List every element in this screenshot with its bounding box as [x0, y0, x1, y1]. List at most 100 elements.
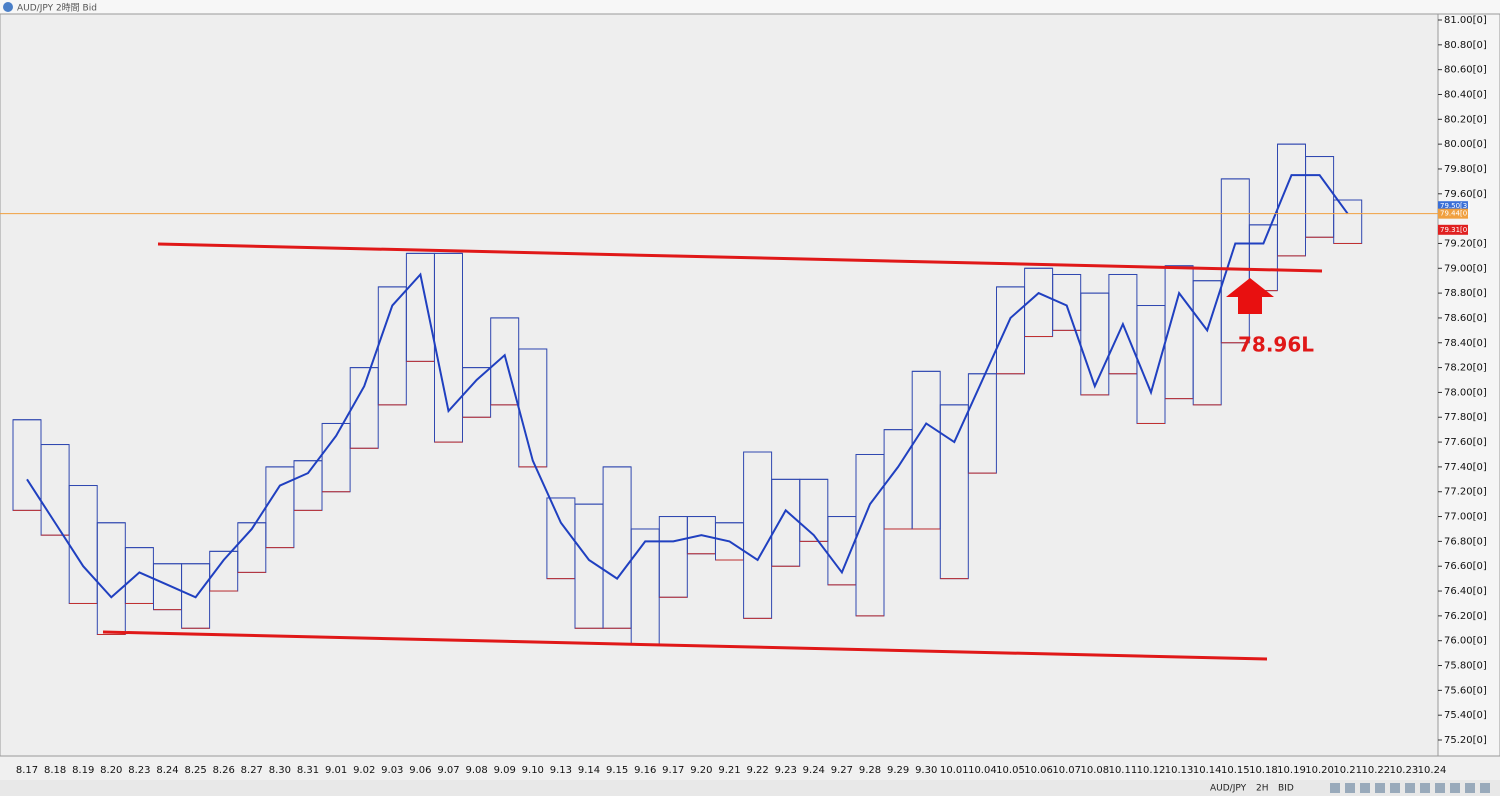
x-tick-label: 8.31 [297, 765, 319, 776]
x-tick-label: 9.07 [437, 765, 459, 776]
y-tick-label: 79.00[0] [1444, 263, 1487, 274]
side-selector[interactable]: BID [1278, 784, 1294, 794]
x-tick-label: 10.20 [1305, 765, 1334, 776]
timeframe-selector[interactable]: 2H [1256, 784, 1269, 794]
y-tick-label: 79.60[0] [1444, 189, 1487, 200]
y-tick-label: 80.80[0] [1444, 40, 1487, 51]
y-tick-label: 78.80[0] [1444, 288, 1487, 299]
x-tick-label: 9.28 [859, 765, 881, 776]
x-tick-label: 9.08 [465, 765, 487, 776]
x-tick-label: 10.15 [1221, 765, 1250, 776]
y-tick-label: 78.00[0] [1444, 387, 1487, 398]
x-tick-label: 10.24 [1418, 765, 1447, 776]
y-tick-label: 77.40[0] [1444, 462, 1487, 473]
price-line [26, 174, 1349, 599]
plot [12, 143, 1363, 645]
symbol-selector[interactable]: AUD/JPY [1210, 784, 1247, 794]
price-tag [1438, 201, 1468, 212]
y-tick-label: 79.80[0] [1444, 164, 1487, 175]
y-tick-label: 80.00[0] [1444, 139, 1487, 150]
x-tick-label: 10.14 [1193, 765, 1222, 776]
trend-line [157, 242, 1323, 273]
price-tag-label: 79.44[0] [1440, 210, 1470, 218]
x-tick-label: 8.19 [72, 765, 94, 776]
y-tick-label: 76.40[0] [1444, 586, 1487, 597]
x-tick-label: 10.04 [968, 765, 997, 776]
x-tick-label: 8.24 [156, 765, 178, 776]
y-tick-label: 77.80[0] [1444, 412, 1487, 423]
price-tag [1438, 208, 1468, 219]
x-tick-label: 9.21 [718, 765, 740, 776]
x-tick-label: 9.16 [634, 765, 656, 776]
x-tick-label: 8.23 [128, 765, 150, 776]
x-tick-label: 9.13 [550, 765, 572, 776]
price-tag [1438, 224, 1468, 235]
x-tick-label: 9.30 [915, 765, 937, 776]
app-icon [3, 2, 13, 12]
y-tick-label: 80.20[0] [1444, 114, 1487, 125]
x-tick-label: 9.17 [662, 765, 684, 776]
x-tick-label: 9.22 [746, 765, 768, 776]
x-tick-label: 10.11 [1109, 765, 1138, 776]
x-tick-label: 10.23 [1390, 765, 1419, 776]
y-tick-label: 76.20[0] [1444, 611, 1487, 622]
x-tick-label: 9.01 [325, 765, 347, 776]
x-tick-label: 9.10 [522, 765, 544, 776]
trend-line [102, 630, 1268, 661]
plot-area [0, 13, 1439, 757]
y-tick-label: 76.80[0] [1444, 536, 1487, 547]
x-tick-label: 10.21 [1333, 765, 1362, 776]
y-tick-label: 77.00[0] [1444, 512, 1487, 523]
title-bar [0, 0, 1500, 14]
x-tick-label: 10.01 [940, 765, 969, 776]
x-tick-label: 9.03 [381, 765, 403, 776]
x-tick-label: 9.14 [578, 765, 600, 776]
x-tick-label: 9.29 [887, 765, 909, 776]
y-tick-label: 77.60[0] [1444, 437, 1487, 448]
x-tick-label: 10.12 [1137, 765, 1166, 776]
y-tick-label: 78.40[0] [1444, 338, 1487, 349]
x-tick-label: 9.24 [803, 765, 825, 776]
y-tick-label: 79.20[0] [1444, 238, 1487, 249]
x-tick-label: 10.18 [1249, 765, 1278, 776]
x-tick-label: 9.06 [409, 765, 431, 776]
x-tick-label: 9.15 [606, 765, 628, 776]
x-tick-label: 8.30 [269, 765, 291, 776]
x-tick-label: 10.13 [1165, 765, 1194, 776]
x-tick-label: 10.07 [1052, 765, 1081, 776]
x-tick-label: 8.25 [184, 765, 206, 776]
toolbar-icons [1330, 783, 1490, 793]
y-tick-label: 77.20[0] [1444, 487, 1487, 498]
x-tick-label: 10.08 [1080, 765, 1109, 776]
y-tick-label: 76.00[0] [1444, 636, 1487, 647]
arrow [1226, 278, 1274, 314]
x-tick-label: 10.05 [996, 765, 1025, 776]
window-title: AUD/JPY 2時間 Bid [17, 3, 97, 14]
x-tick-label: 8.20 [100, 765, 122, 776]
x-tick-label: 10.22 [1361, 765, 1390, 776]
y-tick-label: 80.60[0] [1444, 65, 1487, 76]
x-tick-label: 9.09 [494, 765, 516, 776]
price-tag-label: 79.50[3] [1440, 202, 1470, 210]
y-tick-label: 78.60[0] [1444, 313, 1487, 324]
x-tick-label: 9.20 [690, 765, 712, 776]
y-tick-label: 76.60[0] [1444, 561, 1487, 572]
toolbar [0, 780, 1500, 796]
x-tick-label: 10.19 [1277, 765, 1306, 776]
y-tick-label: 75.40[0] [1444, 710, 1487, 721]
x-tick-label: 9.23 [775, 765, 797, 776]
price-tag-label: 79.31[0] [1440, 226, 1470, 234]
y-tick-label: 78.20[0] [1444, 363, 1487, 374]
x-tick-label: 8.18 [44, 765, 66, 776]
x-tick-label: 8.27 [241, 765, 263, 776]
y-tick-label: 75.80[0] [1444, 661, 1487, 672]
x-tick-label: 8.17 [16, 765, 38, 776]
x-tick-label: 9.27 [831, 765, 853, 776]
annotation: 78.96L [1238, 333, 1314, 357]
y-tick-label: 81.00[0] [1444, 15, 1487, 26]
y-tick-label: 80.40[0] [1444, 89, 1487, 100]
price-axis [1437, 13, 1500, 757]
x-tick-label: 9.02 [353, 765, 375, 776]
y-tick-label: 75.20[0] [1444, 735, 1487, 746]
